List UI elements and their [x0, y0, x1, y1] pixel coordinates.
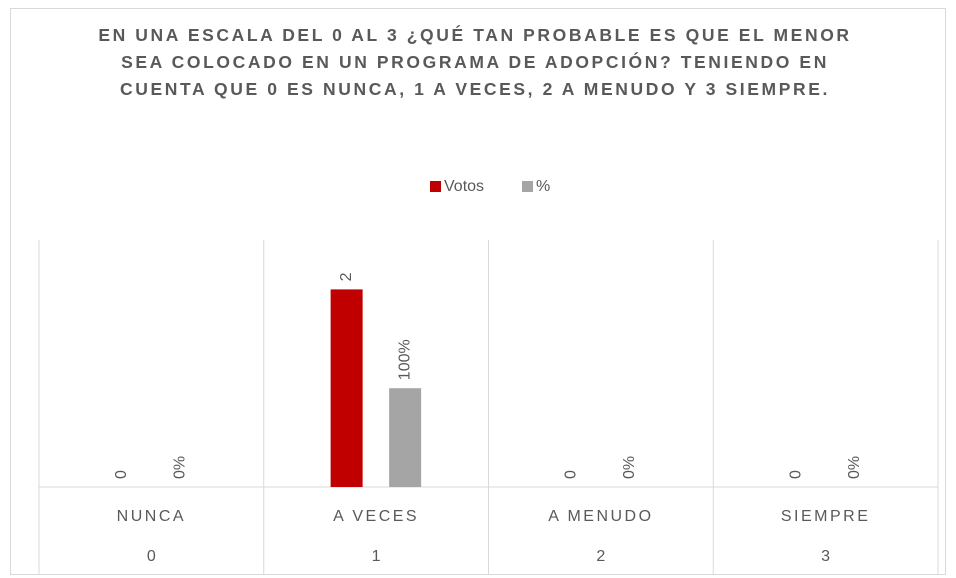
data-label: 2: [338, 272, 355, 281]
data-label: 100%: [396, 339, 413, 380]
legend-label: Votos: [444, 178, 484, 195]
data-label: 0: [563, 470, 580, 479]
bar: [389, 388, 422, 487]
chart-title: EN UNA ESCALA DEL 0 AL 3 ¿QUÉ TAN PROBAB…: [98, 25, 852, 99]
legend-swatch: [430, 181, 441, 192]
data-label: 0%: [172, 456, 189, 479]
x-tick-label: A MENUDO: [548, 508, 653, 525]
x-group-label: 0: [147, 548, 156, 565]
x-group-label: 3: [821, 548, 830, 565]
data-label: 0: [787, 470, 804, 479]
legend-swatch: [522, 181, 533, 192]
data-label: 0%: [621, 456, 638, 479]
legend-label: %: [536, 178, 550, 195]
x-tick-label: SIEMPRE: [781, 508, 871, 525]
data-label: 0%: [846, 456, 863, 479]
x-group-label: 1: [372, 548, 381, 565]
chart-border: [10, 8, 946, 575]
bar: [330, 289, 363, 487]
x-tick-label: A VECES: [333, 508, 419, 525]
data-label: 0: [113, 470, 130, 479]
x-tick-label: NUNCA: [117, 508, 186, 525]
x-group-label: 2: [596, 548, 605, 565]
